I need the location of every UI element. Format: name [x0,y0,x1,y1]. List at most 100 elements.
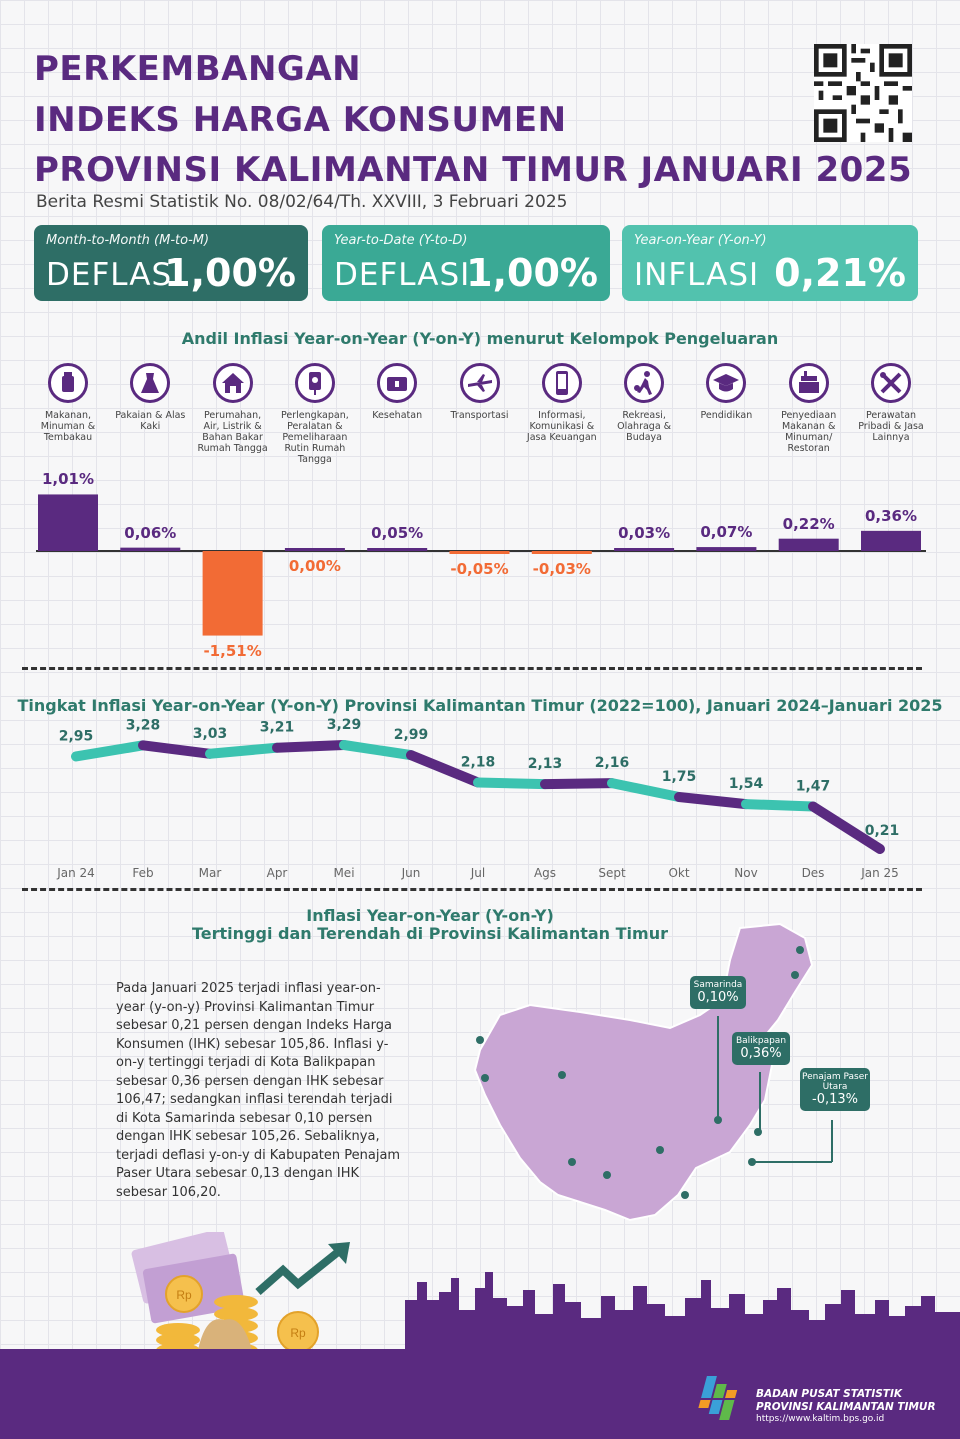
bps-logo-icon[interactable] [694,1372,750,1420]
card-ytd-value: 1,00% [466,251,598,295]
title-line-2: INDEKS HARGA KONSUMEN [34,100,567,140]
category-label: Kesehatan [372,410,423,421]
line-segment [674,792,751,810]
x-tick-label: Jan 25 [860,866,899,880]
bar [367,548,428,551]
line-value-label: 2,13 [528,756,563,772]
bar-value-label: -0,03% [532,560,591,578]
card-yoy-label: Year-on-Year (Y-on-Y) [634,233,767,248]
callout-penajam-name: Penajam Paser Utara [802,1072,868,1092]
callout-balikpapan: Balikpapan 0,36% [732,1032,790,1065]
bar-value-label: 0,07% [700,523,753,542]
callout-samarinda-value: 0,10% [697,990,739,1005]
bar-value-label: 0,00% [288,557,341,575]
money-illustration-icon: Rp Rp [131,1232,350,1352]
line-segment [741,799,818,812]
svg-text:Rp: Rp [290,1326,306,1340]
category-label: Rekreasi, Olahraga & Budaya [617,410,672,443]
line-value-label: 3,21 [260,720,295,736]
x-tick-label: Jul [470,866,485,880]
x-tick-label: Mei [333,866,354,880]
health-kit-icon [377,363,418,403]
line-value-label: 2,16 [595,755,630,771]
card-ytd-kind: DEFLASI [334,257,471,293]
qr-code-icon[interactable] [814,44,912,142]
bar [861,530,921,551]
title-line-1: PERKEMBANGAN [34,49,362,89]
bar-chart-title: Andil Inflasi Year-on-Year (Y-on-Y) menu… [181,329,779,348]
map-title-1: Inflasi Year-on-Year (Y-on-Y) [306,906,554,925]
category-label: Perlengkapan, Peralatan & Pemeliharaan R… [281,410,349,465]
bar-value-label: 1,01% [41,470,95,489]
food-icon [48,363,88,403]
callout-balikpapan-value: 0,36% [740,1046,782,1061]
x-tick-label: Sept [598,866,626,880]
restaurant-icon [788,363,829,403]
card-yoy-kind: INFLASI [634,257,760,293]
airplane-icon [459,363,500,403]
bar [284,548,345,551]
bar-value-label: 0,22% [782,514,835,533]
bar-value-label: 0,36% [864,506,918,525]
line-segment [71,740,148,762]
line-value-label: 3,03 [193,726,228,742]
line-value-label: 2,99 [394,727,429,743]
bar-chart-plot [36,494,926,636]
line-value-label: 2,18 [461,754,496,770]
tools-icon [871,363,911,403]
bar-value-label: -0,05% [450,560,509,578]
x-tick-label: Jan 24 [56,866,95,880]
callout-penajam-value: -0,13% [812,1092,858,1107]
map-title-2: Tertinggi dan Terendah di Provinsi Kalim… [192,924,668,943]
bar-value-label: -1,51% [203,641,262,660]
card-yoy-value: 0,21% [774,251,906,295]
x-tick-label: Des [802,866,825,880]
subtitle: Berita Resmi Statistik No. 08/02/64/Th. … [36,192,568,212]
x-tick-label: Okt [668,866,689,880]
card-mtm-label: Month-to-Month (M-to-M) [46,233,210,248]
line-chart-title: Tingkat Inflasi Year-on-Year (Y-on-Y) Pr… [17,696,943,715]
x-tick-label: Jun [401,866,421,880]
city-skyline-icon [405,1272,960,1350]
card-yoy: Year-on-Year (Y-on-Y) INFLASI 0,21% [622,225,918,301]
line-segment [607,778,684,802]
card-mtm: Month-to-Month (M-to-M) DEFLASI 1,00% [34,225,308,301]
footer-org-line1: BADAN PUSAT STATISTIK [756,1388,903,1400]
card-ytd-label: Year-to-Date (Y-to-D) [334,233,468,248]
callout-penajam: Penajam Paser Utara -0,13% [800,1068,870,1111]
line-segment [339,740,416,761]
card-mtm-value: 1,00% [164,251,296,295]
smartphone-icon [541,363,582,403]
line-segment [540,778,617,790]
category-label: Pakaian & Alas Kaki [115,410,186,432]
bar [531,551,592,554]
line-value-label: 2,95 [59,728,94,744]
dress-icon [130,363,171,403]
category-label: Penyediaan Makanan & Minuman/ Restoran [781,410,837,454]
category-label: Pendidikan [700,410,753,421]
x-tick-label: Nov [734,866,757,880]
title-line-3: PROVINSI KALIMANTAN TIMUR JANUARI 2025 [34,150,913,190]
bar [696,547,757,551]
footer-url-link[interactable]: https://www.kaltim.bps.go.id [756,1414,885,1424]
bar [202,551,263,636]
line-value-label: 3,29 [327,717,362,733]
bar-chart: Makanan, Minuman & Tembakau 1,01% Pakaian … [0,0,960,660]
footer-org-line2: PROVINSI KALIMANTAN TIMUR [756,1401,936,1413]
line-segment [205,742,282,759]
line-segment [272,740,349,753]
callout-balikpapan-name: Balikpapan [735,1036,787,1046]
line-value-label: 1,75 [662,769,697,785]
line-segment [808,801,885,854]
category-label: Informasi, Komunikasi & Jasa Keuangan [526,410,597,443]
callout-samarinda: Samarinda 0,10% [690,976,746,1009]
line-value-label: 0,21 [865,823,900,839]
line-value-label: 1,54 [729,776,764,792]
category-label: Makanan, Minuman & Tembakau [40,410,96,443]
summary-paragraph: Pada Januari 2025 terjadi inflasi year-o… [116,981,401,1200]
x-tick-label: Ags [534,866,556,880]
bar-value-label: 0,06% [124,523,177,542]
bar-value-label: 0,05% [371,524,424,542]
footer-org: BADAN PUSAT STATISTIK PROVINSI KALIMANTA… [756,1388,936,1414]
graduation-cap-icon [706,363,747,403]
